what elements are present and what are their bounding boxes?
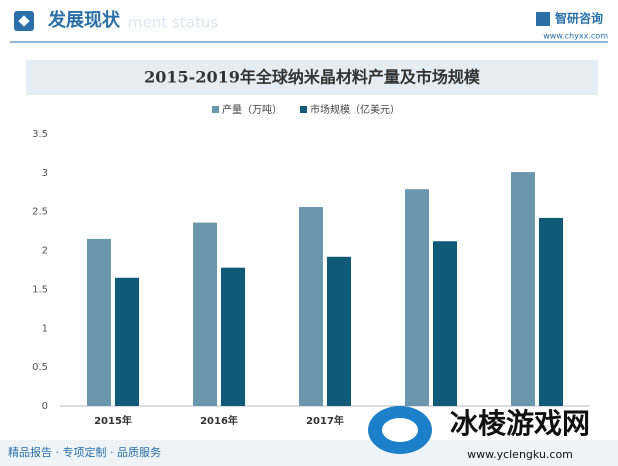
brand-name: 智研咨询 — [554, 11, 603, 26]
bar — [193, 222, 217, 406]
y-tick-label: 3 — [42, 168, 48, 179]
bar — [221, 267, 245, 406]
bar — [87, 238, 111, 406]
overlay-url: www.yclengku.com — [467, 448, 573, 461]
y-tick-label: 2 — [42, 246, 48, 257]
y-tick-label: 1.5 — [32, 284, 48, 295]
y-tick-label: 3.5 — [32, 129, 48, 140]
x-tick-label: 2016年 — [200, 414, 238, 427]
chart: 0 0.5 1 1.5 2 2.5 3 3.5 产量（万吨） 市场规模（亿美元） 2015年 2016… — [32, 103, 563, 427]
legend-label: 产量（万吨） — [222, 103, 282, 116]
overlay-logo-inner — [382, 418, 418, 442]
bar — [539, 217, 563, 406]
brand-logo — [536, 12, 550, 26]
brand-website: www.chyxx.com — [543, 32, 608, 41]
header-icon-mark — [18, 15, 30, 27]
y-tick-label: 1 — [42, 323, 48, 334]
y-tick-label: 2.5 — [32, 207, 48, 218]
legend-swatch — [212, 106, 219, 113]
bar — [299, 207, 323, 406]
chart-title: 2015-2019年全球纳米晶材料产量及市场规模 — [144, 68, 481, 87]
x-tick-label: 2015年 — [94, 414, 132, 427]
footer-text: 精品报告 · 专项定制 · 品质服务 — [8, 445, 161, 459]
y-tick-label: 0 — [42, 401, 48, 412]
overlay-name: 冰棱游戏网 — [450, 407, 590, 440]
bar — [511, 172, 535, 406]
legend-swatch — [300, 106, 307, 113]
bar — [405, 189, 429, 406]
y-tick-label: 0.5 — [32, 362, 48, 373]
header-title: 发展现状 — [47, 9, 121, 31]
bar — [115, 277, 139, 406]
title-band — [26, 60, 598, 95]
x-tick-label: 2017年 — [306, 414, 344, 427]
bar — [327, 256, 351, 406]
legend-label: 市场规模（亿美元） — [310, 103, 400, 116]
header-subtitle: ment status — [128, 14, 218, 32]
bar — [433, 241, 457, 406]
footer-band — [0, 440, 618, 466]
